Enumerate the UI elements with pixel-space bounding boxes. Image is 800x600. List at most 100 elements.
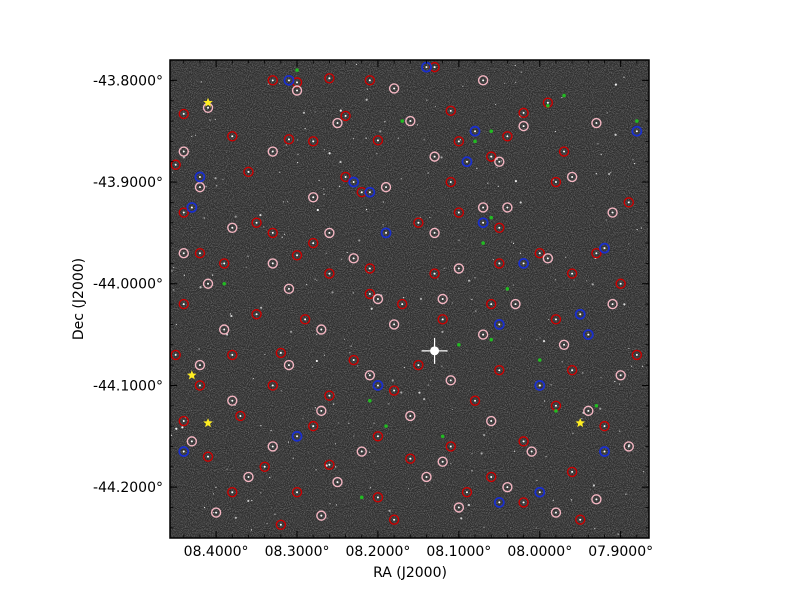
pink-circle-marker-core [457,267,460,270]
blue-circle-marker-core [603,247,606,250]
red-circle-marker-core [174,353,177,356]
pink-circle-marker [494,156,505,167]
background-star [500,160,502,162]
red-circle-marker [397,298,408,310]
pink-circle-marker-core [287,287,290,290]
red-circle-marker [388,514,400,525]
red-circle-marker-core [182,420,185,423]
pink-circle-marker [405,115,416,127]
background-star [365,98,368,101]
red-circle-marker-core [360,191,363,194]
red-circle-marker-core [182,112,185,115]
red-circle-marker [518,497,529,508]
background-star [274,513,276,515]
red-circle-marker [518,436,529,447]
background-star [582,372,584,374]
background-star [296,139,299,141]
blue-circle-marker-core [287,79,290,82]
blue-circle-marker-core [198,175,201,178]
background-star [430,379,432,381]
background-star [250,529,253,531]
pink-circle-marker [267,146,278,157]
red-circle-marker-core [328,272,331,275]
background-star [304,127,306,130]
background-star [402,297,405,299]
background-star [572,432,574,434]
pink-circle-marker [518,120,529,132]
pink-circle-marker [607,298,618,310]
y-tick-label: -44.0000° [93,277,163,293]
red-circle-marker [486,471,497,483]
star-marker-marker [203,97,213,107]
red-circle-marker-core [457,211,460,214]
pink-circle-marker [566,171,578,183]
pink-circle-marker [178,146,189,157]
background-star [335,466,337,468]
background-star [451,302,453,304]
background-star [427,384,429,386]
pink-circle-marker [219,324,230,335]
red-circle-marker-core [207,455,210,458]
background-star [550,384,552,386]
background-star [606,112,608,114]
red-circle-marker-core [368,267,371,270]
red-circle-marker [340,110,351,122]
background-star [467,279,471,282]
red-circle-marker [461,487,473,498]
background-star [462,85,464,87]
background-star [423,139,425,141]
pink-circle-marker-core [522,125,525,128]
background-star [437,278,439,280]
background-star [260,306,263,309]
red-circle-marker-core [490,475,493,478]
background-star [418,391,421,394]
red-circle-marker [291,250,303,261]
background-star [514,64,516,67]
pink-circle-marker-core [482,206,485,209]
red-circle-marker [453,136,465,147]
pink-circle-marker [453,502,465,513]
blue-circle-marker [380,227,392,239]
background-star [215,486,217,488]
background-star [482,433,486,437]
green-marker-marker [457,342,461,347]
blue-circle-marker [599,446,610,457]
pink-circle-marker [591,494,602,505]
pink-circle-marker-core [563,343,566,346]
blue-circle-marker [364,186,376,198]
pink-circle-marker [437,293,448,305]
pink-circle-marker [429,227,440,239]
red-circle-marker-core [554,181,557,184]
pink-circle-marker [388,319,400,330]
red-circle-marker [437,314,448,325]
background-star [552,499,554,501]
red-circle-marker [405,453,416,464]
background-star [316,208,319,212]
red-circle-marker [283,134,295,145]
green-marker-marker [489,215,494,220]
red-circle-marker [356,187,367,198]
pink-circle-marker [348,253,359,264]
red-circle-marker [324,73,335,84]
background-star [209,119,211,121]
background-star [200,81,202,83]
blue-circle-marker [574,308,586,320]
background-star [495,103,497,106]
red-circle-marker-core [457,140,460,143]
background-star [198,348,200,350]
pink-circle-marker [202,278,214,289]
red-circle-marker-core [498,369,501,372]
blue-circle-marker-core [538,384,541,387]
background-star [496,166,498,169]
background-star [475,310,477,312]
background-star [548,318,550,321]
background-star [640,227,643,229]
blue-circle-marker-core [538,491,541,494]
pink-circle-marker [243,471,254,483]
pink-circle-marker-core [498,160,501,163]
red-circle-marker-core [174,163,177,166]
background-star [266,523,268,525]
background-star [487,182,489,184]
y-tick-label: -44.1000° [93,378,163,394]
background-star [586,280,588,282]
